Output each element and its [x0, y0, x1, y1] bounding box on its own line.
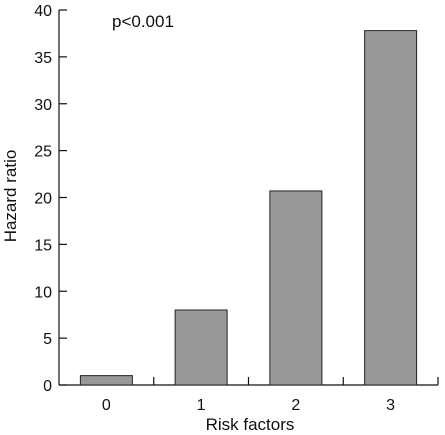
- bar-3: [364, 30, 418, 386]
- y-tick-label: 35: [34, 50, 52, 67]
- bar-0: [79, 375, 133, 386]
- y-tick-label: 15: [34, 237, 52, 254]
- bar-2: [269, 190, 323, 386]
- y-axis-title: Hazard ratio: [1, 150, 20, 243]
- x-axis-title: Risk factors: [206, 415, 295, 434]
- y-tick-label: 25: [34, 144, 52, 161]
- p-value-annotation: p<0.001: [112, 12, 174, 31]
- y-tick-label: 40: [34, 3, 52, 20]
- y-tick-label: 0: [43, 378, 52, 395]
- y-tick-label: 10: [34, 284, 52, 301]
- x-tick-label: 0: [102, 397, 111, 414]
- bar-1: [174, 309, 228, 386]
- bars-layer: [79, 30, 418, 386]
- y-tick-label: 20: [34, 191, 52, 208]
- y-tick-label: 30: [34, 97, 52, 114]
- y-tick-label: 5: [43, 331, 52, 348]
- x-tick-label: 2: [291, 397, 300, 414]
- x-tick-label: 1: [197, 397, 206, 414]
- x-tick-label: 3: [386, 397, 395, 414]
- labels-layer: 0 5 10 15 20 25 30 35 40 0 1 2 3: [34, 3, 395, 414]
